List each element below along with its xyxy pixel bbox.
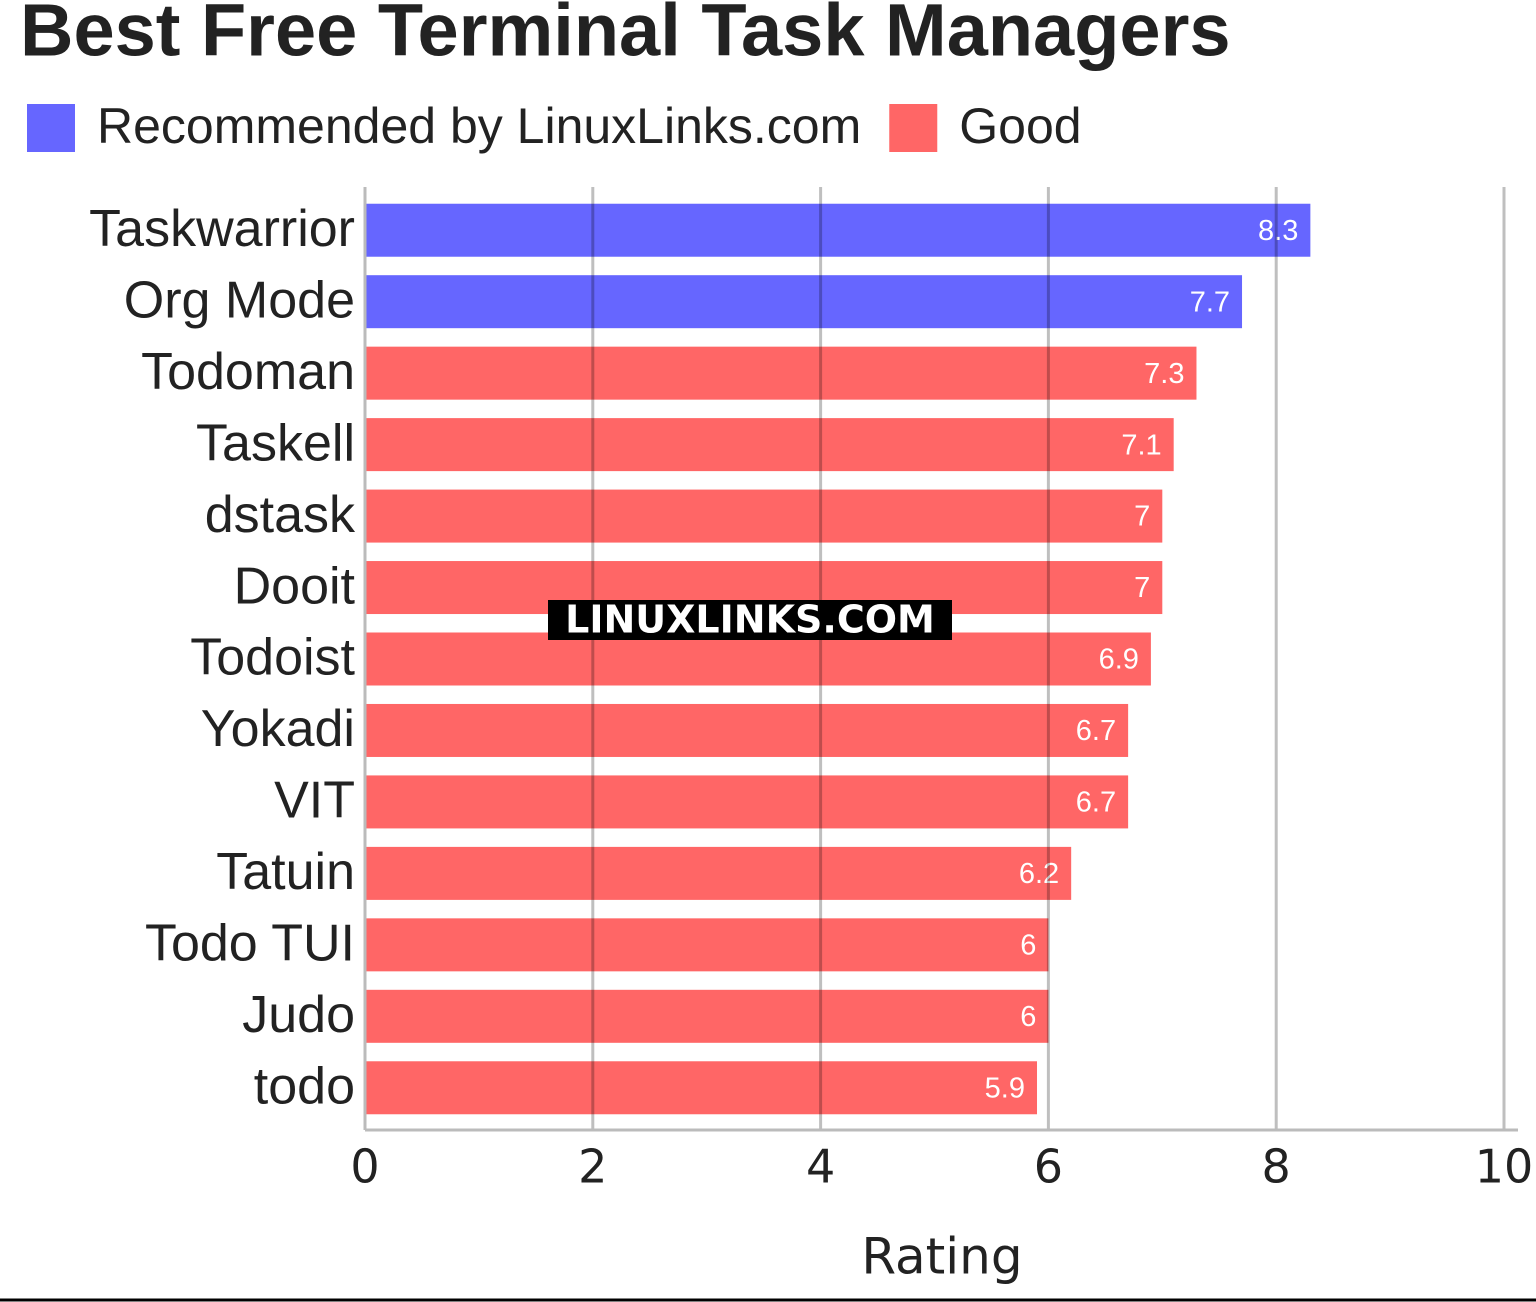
y-tick-label: Judo: [242, 986, 355, 1044]
legend-swatch: [27, 104, 75, 152]
value-label: 7.3: [1144, 358, 1184, 390]
x-tick-label: 2: [578, 1140, 607, 1194]
bar: [365, 703, 1129, 757]
value-label: 6: [1020, 930, 1036, 962]
x-tick-label: 10: [1475, 1140, 1534, 1194]
x-tick-label: 0: [350, 1140, 379, 1194]
value-label: 6.7: [1076, 787, 1116, 819]
chart-title: Best Free Terminal Task Managers: [20, 0, 1231, 72]
y-tick-label: VIT: [274, 772, 355, 830]
watermark-bg: [548, 600, 952, 640]
bar: [365, 918, 1049, 972]
bar: [365, 203, 1311, 257]
value-label: 5.9: [985, 1072, 1025, 1104]
bar: [365, 275, 1243, 329]
bar: [365, 632, 1151, 686]
value-label: 6.9: [1099, 644, 1139, 676]
bar: [365, 846, 1072, 900]
legend-swatch: [889, 104, 938, 152]
bar: [365, 346, 1197, 400]
x-tick-label: 6: [1034, 1140, 1063, 1194]
x-tick-label: 8: [1262, 1140, 1291, 1194]
bar: [365, 775, 1129, 829]
y-tick-label: dstask: [205, 486, 356, 544]
y-tick-label: Taskell: [196, 414, 355, 472]
legend-label: Recommended by LinuxLinks.com: [97, 98, 861, 154]
x-tick-label: 4: [806, 1140, 835, 1194]
y-tick-label: Todoman: [141, 343, 355, 401]
value-label: 7: [1134, 501, 1150, 533]
y-tick-label: Todoist: [190, 629, 355, 687]
y-tick-label: Taskwarrior: [89, 200, 355, 258]
y-tick-label: Org Mode: [124, 271, 355, 329]
y-tick-label: todo: [254, 1058, 355, 1116]
legend-label: Good: [959, 98, 1081, 154]
watermark: LINUXLINKS.COM: [565, 598, 935, 642]
value-label: 8.3: [1258, 215, 1298, 247]
y-tick-label: Dooit: [234, 557, 356, 615]
bar: [365, 418, 1174, 472]
x-axis-label: Rating: [861, 1228, 1022, 1286]
value-label: 7: [1134, 572, 1150, 604]
y-tick-label: Yokadi: [201, 700, 355, 758]
bar: [365, 489, 1163, 543]
bar: [365, 989, 1049, 1043]
value-label: 6.2: [1019, 858, 1059, 890]
value-label: 7.7: [1190, 286, 1230, 318]
value-label: 6.7: [1076, 715, 1116, 747]
value-label: 7.1: [1121, 429, 1161, 461]
bar: [365, 1061, 1038, 1115]
y-tick-label: Tatuin: [216, 843, 355, 901]
y-tick-label: Todo TUI: [145, 915, 355, 973]
value-label: 6: [1020, 1001, 1036, 1033]
